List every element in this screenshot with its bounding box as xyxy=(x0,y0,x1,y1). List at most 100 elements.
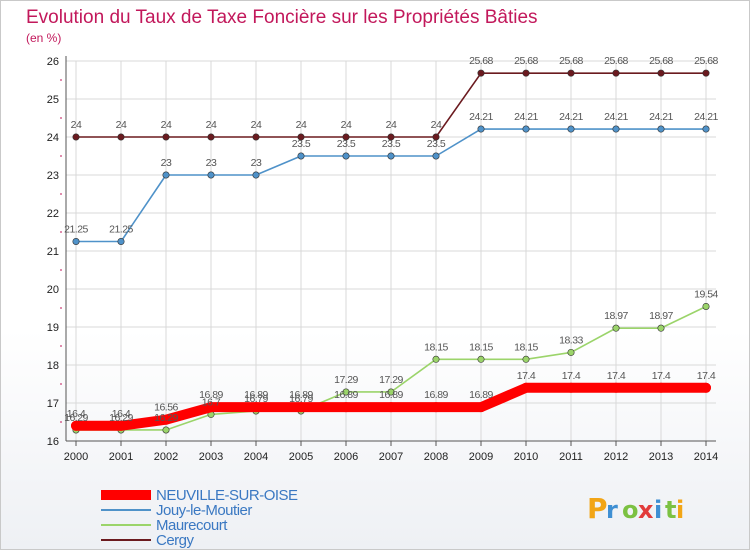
data-point xyxy=(207,171,215,179)
legend-label: Cergy xyxy=(156,532,195,549)
data-label: 17.29 xyxy=(334,374,358,386)
data-label: 16.89 xyxy=(334,389,358,401)
data-point xyxy=(521,382,531,393)
x-tick-label: 2005 xyxy=(289,451,313,463)
x-tick-label: 2001 xyxy=(109,451,133,463)
data-point xyxy=(432,152,440,160)
y-tick-label: 26 xyxy=(47,56,59,68)
data-point xyxy=(251,402,261,413)
x-tick-label: 2013 xyxy=(649,451,673,463)
data-point xyxy=(72,133,80,141)
data-label: 24 xyxy=(386,119,397,131)
data-point xyxy=(162,426,170,434)
data-label: 18.33 xyxy=(559,334,583,346)
data-point xyxy=(297,152,305,160)
data-label: 24 xyxy=(161,119,172,131)
data-label: 17.4 xyxy=(607,370,626,382)
chart-title: Evolution du Taux de Taxe Foncière sur l… xyxy=(26,7,538,28)
data-point xyxy=(117,238,125,246)
data-label: 23.5 xyxy=(382,138,401,150)
data-point xyxy=(432,133,440,141)
data-label: 24.21 xyxy=(514,111,538,123)
data-point xyxy=(71,420,81,431)
data-point xyxy=(207,133,215,141)
data-label: 19.54 xyxy=(694,288,718,300)
x-tick-label: 2004 xyxy=(244,451,268,463)
data-label: 24 xyxy=(296,119,307,131)
data-label: 25.68 xyxy=(469,55,493,67)
data-label: 24.21 xyxy=(559,111,583,123)
data-label: 24.21 xyxy=(649,111,673,123)
data-label: 25.68 xyxy=(649,55,673,67)
data-label: 23 xyxy=(206,157,217,169)
data-point xyxy=(342,388,350,396)
data-point xyxy=(611,382,621,393)
data-label: 16.89 xyxy=(379,389,403,401)
data-point xyxy=(477,355,485,363)
data-label: 16.79 xyxy=(244,393,268,405)
data-label: 21.25 xyxy=(109,224,133,236)
data-point xyxy=(252,133,260,141)
data-point xyxy=(612,69,620,77)
data-label: 16.79 xyxy=(289,393,313,405)
x-tick-label: 2012 xyxy=(604,451,628,463)
data-point xyxy=(702,125,710,133)
y-tick-label: 16 xyxy=(47,436,59,448)
data-label: 16.89 xyxy=(469,389,493,401)
chart-subtitle: (en %) xyxy=(26,31,61,45)
data-point xyxy=(477,125,485,133)
series-group xyxy=(71,69,711,434)
y-tick-label: 17 xyxy=(47,398,59,410)
data-point xyxy=(116,420,126,431)
data-label: 16.29 xyxy=(109,412,133,424)
y-tick-label: 21 xyxy=(47,246,59,258)
data-point xyxy=(387,152,395,160)
data-point xyxy=(567,69,575,77)
data-label: 23.5 xyxy=(427,138,446,150)
x-tick-label: 2009 xyxy=(469,451,493,463)
logo-letter: i xyxy=(676,496,684,524)
logo-letter: r xyxy=(606,496,618,524)
x-tick-label: 2008 xyxy=(424,451,448,463)
data-point xyxy=(657,69,665,77)
y-axis-ticks: 16 17 18 19 20 21 22 23 24 25 26 xyxy=(47,56,59,448)
data-label: 17.4 xyxy=(517,370,536,382)
data-label: 23 xyxy=(161,157,172,169)
data-label: 23 xyxy=(251,157,262,169)
data-label: 24 xyxy=(71,119,82,131)
x-tick-label: 2011 xyxy=(559,451,583,463)
data-label: 23.5 xyxy=(337,138,356,150)
data-label: 17.4 xyxy=(697,370,716,382)
data-label: 21.25 xyxy=(64,224,88,236)
data-label: 24 xyxy=(431,119,442,131)
data-point xyxy=(386,402,396,413)
logo-letter: t xyxy=(665,496,676,524)
x-tick-label: 2000 xyxy=(64,451,88,463)
data-label: 25.68 xyxy=(559,55,583,67)
data-point xyxy=(522,69,530,77)
data-point xyxy=(701,382,711,393)
x-tick-label: 2002 xyxy=(154,451,178,463)
data-point xyxy=(702,69,710,77)
data-label: 16.89 xyxy=(199,389,223,401)
axes xyxy=(60,56,716,446)
data-point xyxy=(567,348,575,356)
y-tick-label: 23 xyxy=(47,170,59,182)
x-tick-label: 2010 xyxy=(514,451,538,463)
y-tick-label: 19 xyxy=(47,322,59,334)
data-point xyxy=(432,355,440,363)
logo-letter: o xyxy=(622,496,639,524)
data-label: 16.29 xyxy=(154,412,178,424)
data-point xyxy=(387,388,395,396)
data-point xyxy=(161,414,171,425)
data-point xyxy=(162,133,170,141)
data-label: 24 xyxy=(251,119,262,131)
y-tick-label: 24 xyxy=(47,132,59,144)
data-point xyxy=(522,355,530,363)
data-label: 16.56 xyxy=(154,402,178,414)
data-point xyxy=(342,133,350,141)
data-point xyxy=(341,402,351,413)
data-point xyxy=(297,133,305,141)
data-point xyxy=(702,302,710,310)
